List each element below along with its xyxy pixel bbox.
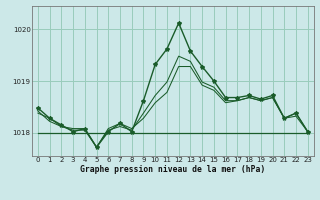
X-axis label: Graphe pression niveau de la mer (hPa): Graphe pression niveau de la mer (hPa): [80, 165, 265, 174]
